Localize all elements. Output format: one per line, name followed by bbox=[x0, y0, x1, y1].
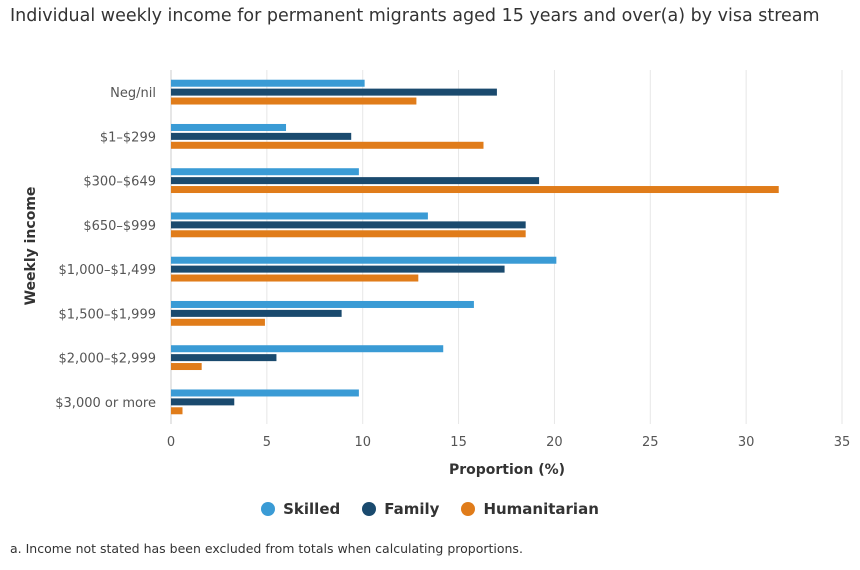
bar-skilled[interactable] bbox=[171, 168, 359, 176]
x-tick-label: 0 bbox=[167, 435, 175, 450]
bar-humanitarian[interactable] bbox=[171, 141, 484, 149]
y-tick-label: $650–$999 bbox=[83, 219, 156, 234]
gridlines bbox=[170, 70, 843, 424]
legend-item-skilled[interactable]: Skilled bbox=[261, 500, 340, 518]
chart-title: Individual weekly income for permanent m… bbox=[10, 6, 820, 26]
bar-skilled[interactable] bbox=[171, 300, 474, 308]
legend-item-family[interactable]: Family bbox=[362, 500, 439, 518]
x-axis-title: Proportion (%) bbox=[449, 462, 565, 478]
bar-family[interactable] bbox=[171, 132, 352, 140]
y-tick-label: $2,000–$2,999 bbox=[59, 352, 156, 367]
x-tick-label: 25 bbox=[642, 435, 659, 450]
bar-skilled[interactable] bbox=[171, 389, 359, 397]
bar-skilled[interactable] bbox=[171, 212, 428, 220]
legend-label: Humanitarian bbox=[483, 500, 599, 518]
bar-humanitarian[interactable] bbox=[171, 186, 779, 194]
bar-humanitarian[interactable] bbox=[171, 230, 526, 238]
bar-humanitarian[interactable] bbox=[171, 363, 202, 371]
y-tick-label: $1,000–$1,499 bbox=[59, 263, 156, 278]
x-tick-label: 20 bbox=[546, 435, 563, 450]
y-axis-ticks: Neg/nil $1–$299 $300–$649 $650–$999 $1,000–$… bbox=[55, 86, 156, 411]
bar-skilled[interactable] bbox=[171, 256, 557, 264]
y-tick-label: $3,000 or more bbox=[55, 396, 156, 411]
bar-humanitarian[interactable] bbox=[171, 274, 419, 282]
bar-family[interactable] bbox=[171, 354, 277, 362]
y-tick-label: Neg/nil bbox=[110, 86, 156, 101]
legend-item-humanitarian[interactable]: Humanitarian bbox=[461, 500, 599, 518]
footnote: a. Income not stated has been excluded f… bbox=[10, 541, 523, 556]
y-tick-label: $1,500–$1,999 bbox=[59, 307, 156, 322]
x-tick-label: 30 bbox=[738, 435, 755, 450]
bar-family[interactable] bbox=[171, 221, 526, 229]
bar-family[interactable] bbox=[171, 309, 342, 317]
y-tick-label: $300–$649 bbox=[83, 175, 156, 190]
legend-marker-icon bbox=[261, 502, 276, 516]
bar-family[interactable] bbox=[171, 398, 235, 406]
x-tick-label: 15 bbox=[450, 435, 467, 450]
bar-family[interactable] bbox=[171, 177, 540, 185]
bar-humanitarian[interactable] bbox=[171, 407, 183, 415]
bar-skilled[interactable] bbox=[171, 345, 444, 353]
bar-skilled[interactable] bbox=[171, 79, 365, 87]
legend-marker-icon bbox=[461, 502, 476, 516]
legend-marker-icon bbox=[362, 502, 377, 516]
bar-skilled[interactable] bbox=[171, 123, 287, 131]
bar-humanitarian[interactable] bbox=[171, 97, 417, 105]
bar-humanitarian[interactable] bbox=[171, 318, 265, 326]
x-tick-label: 35 bbox=[834, 435, 851, 450]
y-axis-title: Weekly income bbox=[23, 187, 39, 306]
y-tick-label: $1–$299 bbox=[100, 130, 156, 145]
bar-family[interactable] bbox=[171, 265, 505, 273]
legend: Skilled Family Humanitarian bbox=[0, 500, 860, 518]
x-tick-label: 5 bbox=[263, 435, 271, 450]
x-tick-label: 10 bbox=[354, 435, 371, 450]
bar-chart: 0 5 10 15 20 25 30 35 Neg/nil $1–$299 $300–$649 $6… bbox=[23, 70, 850, 478]
x-axis-ticks: 0 5 10 15 20 25 30 35 bbox=[167, 435, 850, 450]
legend-label: Skilled bbox=[283, 500, 341, 518]
bars bbox=[171, 79, 779, 415]
legend-label: Family bbox=[384, 500, 440, 518]
bar-family[interactable] bbox=[171, 88, 497, 96]
